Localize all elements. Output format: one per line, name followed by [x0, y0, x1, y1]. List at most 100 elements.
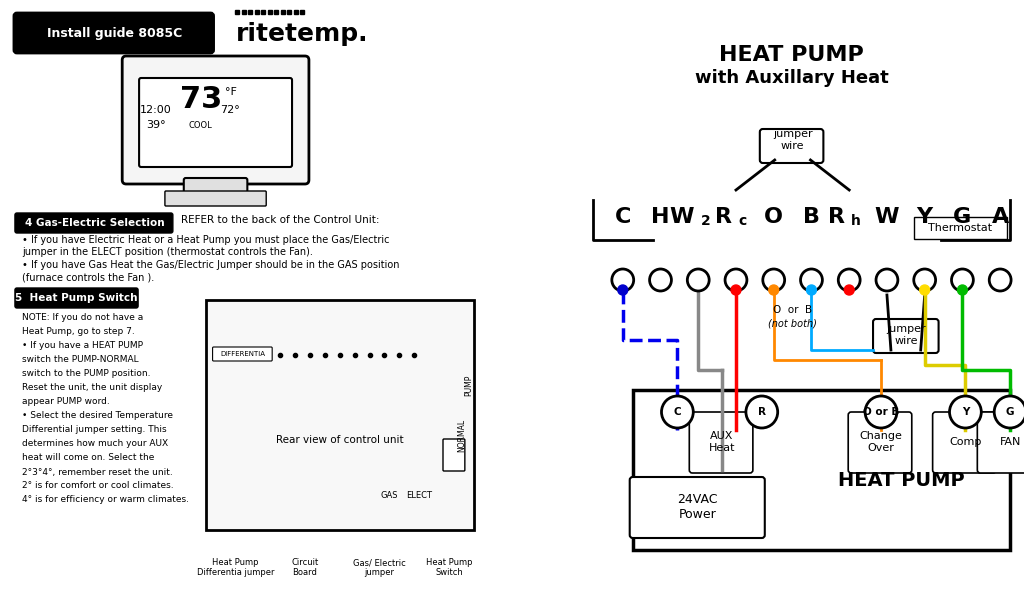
Circle shape: [687, 269, 710, 291]
Text: 2°3°4°, remember reset the unit.: 2°3°4°, remember reset the unit.: [22, 467, 173, 477]
Text: Gas/ Electric
jumper: Gas/ Electric jumper: [353, 558, 406, 577]
Circle shape: [839, 269, 860, 291]
FancyBboxPatch shape: [122, 56, 309, 184]
Text: 2: 2: [701, 214, 711, 228]
Text: W: W: [670, 207, 694, 227]
Text: HEAT PUMP: HEAT PUMP: [719, 45, 864, 65]
Text: jumper
wire: jumper wire: [886, 324, 926, 346]
Text: appear PUMP word.: appear PUMP word.: [22, 398, 110, 406]
Circle shape: [865, 396, 897, 428]
Text: C: C: [614, 207, 631, 227]
Text: 2° is for comfort or cool climates.: 2° is for comfort or cool climates.: [22, 481, 173, 491]
Text: Y: Y: [962, 407, 969, 417]
Text: R: R: [828, 207, 845, 227]
Text: Rear view of control unit: Rear view of control unit: [275, 435, 403, 445]
Text: G: G: [1006, 407, 1015, 417]
Text: c: c: [738, 214, 746, 228]
Text: R: R: [715, 207, 732, 227]
Circle shape: [994, 396, 1024, 428]
Text: Reset the unit, the unit display: Reset the unit, the unit display: [22, 384, 162, 392]
Circle shape: [769, 285, 778, 295]
Text: h: h: [851, 214, 861, 228]
Text: Heat Pump
Switch: Heat Pump Switch: [426, 558, 472, 577]
Text: heat will come on. Select the: heat will come on. Select the: [22, 453, 155, 463]
Text: O: O: [764, 207, 783, 227]
FancyBboxPatch shape: [977, 412, 1024, 473]
Text: AUX
Heat: AUX Heat: [709, 431, 735, 453]
Text: Thermostat: Thermostat: [929, 223, 992, 233]
Text: PUMP: PUMP: [464, 375, 473, 396]
Text: O  or  B: O or B: [773, 305, 812, 315]
FancyBboxPatch shape: [933, 412, 996, 473]
Text: • If you have a HEAT PUMP: • If you have a HEAT PUMP: [22, 342, 143, 351]
Circle shape: [807, 285, 816, 295]
FancyBboxPatch shape: [15, 213, 173, 233]
Circle shape: [745, 396, 777, 428]
Text: • If you have Electric Heat or a Heat Pump you must place the Gas/Electric: • If you have Electric Heat or a Heat Pu…: [22, 235, 389, 245]
FancyBboxPatch shape: [630, 477, 765, 538]
Text: determines how much your AUX: determines how much your AUX: [22, 439, 168, 448]
Text: A: A: [991, 207, 1009, 227]
Circle shape: [649, 269, 672, 291]
Text: FAN: FAN: [999, 437, 1021, 447]
Text: Comp: Comp: [949, 437, 982, 447]
Text: 5  Heat Pump Switch: 5 Heat Pump Switch: [15, 293, 138, 303]
Text: 73: 73: [179, 86, 222, 114]
Text: 72°: 72°: [220, 105, 241, 115]
Text: (not both): (not both): [768, 318, 817, 328]
Text: jumper in the ELECT position (thermostat controls the Fan).: jumper in the ELECT position (thermostat…: [22, 247, 312, 257]
FancyBboxPatch shape: [165, 191, 266, 206]
FancyBboxPatch shape: [760, 129, 823, 163]
Text: with Auxillary Heat: with Auxillary Heat: [694, 69, 889, 87]
Text: G: G: [953, 207, 972, 227]
Circle shape: [913, 269, 936, 291]
Text: H: H: [651, 207, 670, 227]
FancyBboxPatch shape: [15, 288, 138, 308]
Circle shape: [662, 396, 693, 428]
Text: • If you have Gas Heat the Gas/Electric Jumper should be in the GAS position: • If you have Gas Heat the Gas/Electric …: [22, 260, 399, 270]
Text: NORMAL: NORMAL: [458, 419, 466, 452]
FancyBboxPatch shape: [443, 439, 465, 471]
Circle shape: [949, 396, 981, 428]
FancyBboxPatch shape: [139, 78, 292, 167]
Text: R: R: [758, 407, 766, 417]
Text: GAS: GAS: [381, 491, 398, 500]
FancyBboxPatch shape: [14, 13, 214, 53]
Text: switch the PUMP-NORMAL: switch the PUMP-NORMAL: [22, 356, 138, 365]
FancyBboxPatch shape: [183, 178, 248, 194]
FancyBboxPatch shape: [913, 217, 1008, 239]
Text: REFER to the back of the Control Unit:: REFER to the back of the Control Unit:: [181, 215, 379, 225]
FancyBboxPatch shape: [689, 412, 753, 473]
Text: 12:00: 12:00: [140, 105, 172, 115]
Text: ELECT: ELECT: [407, 491, 432, 500]
Text: C: C: [674, 407, 681, 417]
Text: COOL: COOL: [188, 120, 213, 130]
Circle shape: [617, 285, 628, 295]
FancyBboxPatch shape: [213, 347, 272, 361]
Text: 4° is for efficiency or warm climates.: 4° is for efficiency or warm climates.: [22, 496, 188, 505]
Text: (furnace controls the Fan ).: (furnace controls the Fan ).: [22, 272, 155, 282]
Text: NOTE: If you do not have a: NOTE: If you do not have a: [22, 313, 143, 323]
Circle shape: [876, 269, 898, 291]
Circle shape: [844, 285, 854, 295]
Text: jumper
wire: jumper wire: [773, 129, 812, 151]
FancyBboxPatch shape: [873, 319, 939, 353]
Bar: [206, 300, 474, 530]
Text: °F: °F: [225, 87, 238, 97]
Text: Install guide 8085C: Install guide 8085C: [47, 27, 182, 40]
Circle shape: [763, 269, 784, 291]
Circle shape: [611, 269, 634, 291]
Circle shape: [725, 269, 746, 291]
Text: HEAT PUMP: HEAT PUMP: [838, 470, 965, 489]
Text: 4 Gas-Electric Selection: 4 Gas-Electric Selection: [25, 218, 164, 228]
Text: Heat Pump
Differentia jumper: Heat Pump Differentia jumper: [197, 558, 274, 577]
Text: Y: Y: [916, 207, 933, 227]
Circle shape: [920, 285, 930, 295]
Circle shape: [801, 269, 822, 291]
Text: • Select the desired Temperature: • Select the desired Temperature: [22, 411, 173, 420]
Text: ritetemp.: ritetemp.: [236, 22, 368, 46]
Circle shape: [951, 269, 974, 291]
Text: 24VAC
Power: 24VAC Power: [677, 493, 718, 521]
Text: Differential jumper setting. This: Differential jumper setting. This: [22, 425, 167, 434]
FancyBboxPatch shape: [848, 412, 911, 473]
